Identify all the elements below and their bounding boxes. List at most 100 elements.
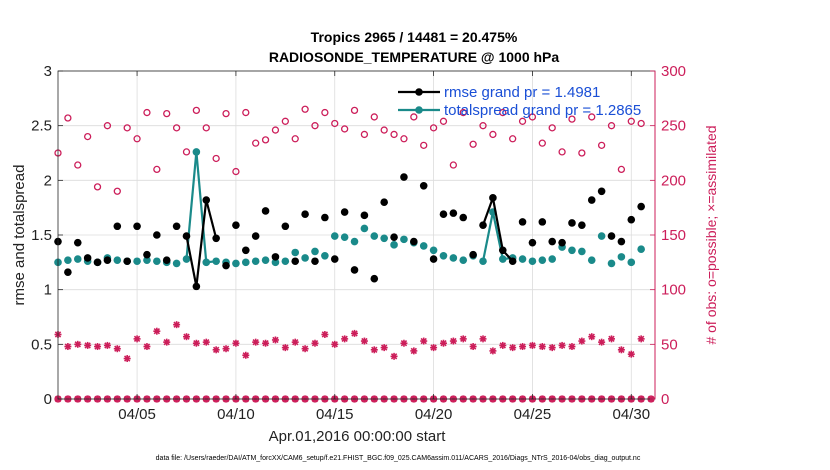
totalspread-point <box>479 257 487 266</box>
totalspread-point <box>548 255 557 263</box>
assimilated-obs-point <box>538 343 546 351</box>
totalspread-point <box>202 258 211 267</box>
x-axis-label: Apr.01,2016 00:00:00 start <box>269 428 447 445</box>
possible-obs-point <box>281 117 289 125</box>
assimilated-obs-point <box>528 341 536 349</box>
series-segment <box>481 197 494 226</box>
totalspread-point <box>241 258 250 267</box>
totalspread-point <box>449 254 458 262</box>
series-segment <box>481 211 494 262</box>
assimilated-obs-point <box>617 346 625 354</box>
assimilated-obs-point <box>360 337 368 345</box>
assimilated-obs-point <box>637 335 645 343</box>
possible-obs-point <box>400 135 408 143</box>
chart-title-line1: Tropics 2965 / 14481 = 20.475% <box>311 29 518 45</box>
series-segment <box>195 199 208 287</box>
totalspread-point <box>498 255 507 263</box>
y-left-tick-label: 2 <box>44 172 52 189</box>
possible-obs-point <box>242 108 250 117</box>
possible-obs-point <box>103 122 112 130</box>
rmse-point <box>241 246 250 255</box>
rmse-point <box>202 196 211 204</box>
y-right-tick-label: 200 <box>661 172 686 189</box>
possible-obs-point <box>479 122 487 130</box>
possible-obs-point <box>202 124 210 132</box>
assimilated-obs-point <box>420 337 428 345</box>
totalspread-point <box>380 234 388 243</box>
totalspread-point <box>192 148 201 156</box>
assimilated-obs-point <box>598 338 606 346</box>
totalspread-point <box>429 246 438 255</box>
x-axis: 04/05 04/10 04/15 04/20 04/25 04/30 <box>118 71 650 423</box>
legend-rmse-label: rmse grand pr = 1.4981 <box>444 84 600 101</box>
totalspread-point <box>518 255 527 263</box>
assimilated-obs-point <box>588 333 596 341</box>
totalspread-point <box>637 245 645 254</box>
possible-obs-point <box>637 119 645 128</box>
rmse-point <box>321 213 329 222</box>
rmse-point <box>429 255 438 263</box>
rmse-point <box>400 173 408 181</box>
possible-obs-point <box>410 113 418 121</box>
y-left-tick-label: 1 <box>44 282 52 299</box>
assimilated-obs-point <box>568 343 576 351</box>
y-left-tick-label: 0 <box>44 391 52 408</box>
possible-obs-point <box>499 108 507 117</box>
x-tick-label: 04/05 <box>118 406 156 423</box>
assimilated-obs-point <box>113 345 121 353</box>
chart-title-line2: RADIOSONDE_TEMPERATURE @ 1000 hPa <box>269 49 560 65</box>
rmse-point <box>73 238 82 247</box>
possible-obs-point <box>469 140 477 148</box>
possible-obs-point <box>182 148 191 156</box>
assimilated-obs-point <box>123 355 131 363</box>
possible-obs-point <box>627 117 635 125</box>
possible-obs-point <box>212 154 220 163</box>
assimilated-obs-point <box>410 347 418 355</box>
rmse-point <box>261 207 270 215</box>
x-tick-label: 04/30 <box>613 406 651 423</box>
y-right-tick-label: 250 <box>661 118 686 135</box>
left-y-axis: 0 0.5 1 1.5 2 2.5 3 <box>31 63 63 408</box>
rmse-point <box>360 211 369 220</box>
assimilated-obs-point <box>262 339 270 347</box>
y-right-tick-label: 300 <box>661 63 686 80</box>
possible-obs-point <box>133 135 141 143</box>
right-y-axis-label: # of obs: o=possible; ×=assimilated <box>703 125 719 344</box>
possible-obs-point <box>390 130 398 139</box>
assimilated-obs-point <box>608 335 616 343</box>
series-segment <box>205 199 218 239</box>
totalspread-point <box>330 232 339 240</box>
possible-obs-point <box>301 105 309 113</box>
assimilated-obs-point <box>449 337 457 345</box>
assimilated-obs-point <box>499 341 507 349</box>
rmse-point <box>162 256 171 264</box>
totalspread-point <box>172 259 181 268</box>
assimilated-obs-point <box>84 341 92 349</box>
totalspread-point <box>597 232 606 240</box>
assimilated-obs-point <box>153 327 161 335</box>
possible-obs-point <box>548 124 556 132</box>
totalspread-point <box>133 257 141 266</box>
totalspread-point <box>419 242 428 250</box>
x-tick-label: 04/15 <box>316 406 354 423</box>
rmse-point <box>380 198 388 206</box>
rmse-point <box>498 246 507 255</box>
rmse-point <box>419 182 428 190</box>
rmse-point <box>410 237 418 246</box>
assimilated-obs-point <box>400 339 408 347</box>
totalspread-point <box>360 224 369 233</box>
possible-obs-point <box>153 165 161 174</box>
assimilated-obs-point <box>331 340 339 348</box>
y-right-tick-label: 50 <box>661 336 678 353</box>
rmse-point <box>64 268 72 276</box>
possible-obs-point <box>350 106 359 115</box>
legend-rmse-marker <box>415 88 423 96</box>
possible-obs-point <box>597 141 606 149</box>
right-y-axis: 0 50 100 150 200 250 300 <box>650 63 686 408</box>
rmse-point <box>597 187 606 196</box>
rmse-point <box>340 208 349 216</box>
totalspread-point <box>301 254 309 262</box>
assimilated-obs-point <box>212 346 220 354</box>
rmse-point <box>222 261 230 270</box>
